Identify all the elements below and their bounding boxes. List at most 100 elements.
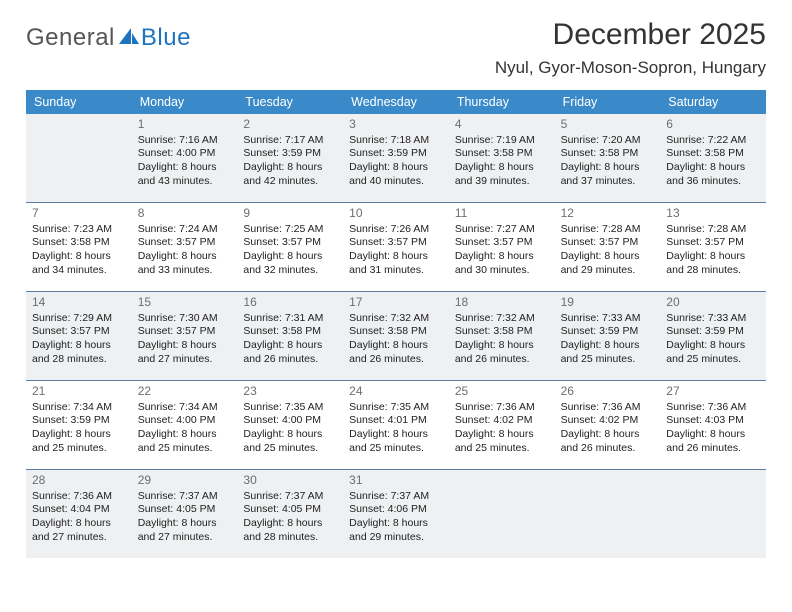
brand-part1: General [26, 24, 115, 52]
day-number: 8 [138, 206, 232, 222]
calendar-cell: 15Sunrise: 7:30 AMSunset: 3:57 PMDayligh… [132, 292, 238, 380]
sunset-text: Sunset: 3:59 PM [561, 325, 655, 339]
sunrise-text: Sunrise: 7:37 AM [349, 490, 443, 504]
sunrise-text: Sunrise: 7:25 AM [243, 223, 337, 237]
title-block: December 2025 Nyul, Gyor-Moson-Sopron, H… [495, 18, 766, 78]
sunset-text: Sunset: 3:59 PM [32, 414, 126, 428]
sunset-text: Sunset: 3:58 PM [666, 147, 760, 161]
daylight-text: Daylight: 8 hours and 28 minutes. [243, 517, 337, 544]
sunset-text: Sunset: 3:57 PM [138, 325, 232, 339]
sunrise-text: Sunrise: 7:34 AM [138, 401, 232, 415]
sunrise-text: Sunrise: 7:27 AM [455, 223, 549, 237]
daylight-text: Daylight: 8 hours and 39 minutes. [455, 161, 549, 188]
sunrise-text: Sunrise: 7:33 AM [666, 312, 760, 326]
calendar-week: 21Sunrise: 7:34 AMSunset: 3:59 PMDayligh… [26, 381, 766, 470]
daylight-text: Daylight: 8 hours and 25 minutes. [32, 428, 126, 455]
calendar-body: 1Sunrise: 7:16 AMSunset: 4:00 PMDaylight… [26, 114, 766, 558]
day-number: 12 [561, 206, 655, 222]
daylight-text: Daylight: 8 hours and 43 minutes. [138, 161, 232, 188]
calendar-cell: 21Sunrise: 7:34 AMSunset: 3:59 PMDayligh… [26, 381, 132, 469]
day-number: 1 [138, 117, 232, 133]
day-number: 11 [455, 206, 549, 222]
sunrise-text: Sunrise: 7:36 AM [32, 490, 126, 504]
day-number: 18 [455, 295, 549, 311]
sunset-text: Sunset: 3:59 PM [666, 325, 760, 339]
daylight-text: Daylight: 8 hours and 37 minutes. [561, 161, 655, 188]
calendar-cell [660, 470, 766, 558]
day-number: 14 [32, 295, 126, 311]
calendar-cell: 24Sunrise: 7:35 AMSunset: 4:01 PMDayligh… [343, 381, 449, 469]
sunset-text: Sunset: 3:58 PM [455, 147, 549, 161]
calendar-cell: 30Sunrise: 7:37 AMSunset: 4:05 PMDayligh… [237, 470, 343, 558]
sunset-text: Sunset: 4:00 PM [138, 414, 232, 428]
sunset-text: Sunset: 3:58 PM [349, 325, 443, 339]
calendar-cell: 13Sunrise: 7:28 AMSunset: 3:57 PMDayligh… [660, 203, 766, 291]
calendar-cell [555, 470, 661, 558]
sunset-text: Sunset: 4:00 PM [138, 147, 232, 161]
calendar-cell: 20Sunrise: 7:33 AMSunset: 3:59 PMDayligh… [660, 292, 766, 380]
sunset-text: Sunset: 3:59 PM [349, 147, 443, 161]
sunrise-text: Sunrise: 7:36 AM [455, 401, 549, 415]
day-number: 20 [666, 295, 760, 311]
daylight-text: Daylight: 8 hours and 34 minutes. [32, 250, 126, 277]
calendar-week: 1Sunrise: 7:16 AMSunset: 4:00 PMDaylight… [26, 114, 766, 203]
calendar-cell: 25Sunrise: 7:36 AMSunset: 4:02 PMDayligh… [449, 381, 555, 469]
sunset-text: Sunset: 3:58 PM [561, 147, 655, 161]
topbar: General Blue December 2025 Nyul, Gyor-Mo… [26, 18, 766, 78]
day-number: 3 [349, 117, 443, 133]
sunrise-text: Sunrise: 7:35 AM [349, 401, 443, 415]
sunrise-text: Sunrise: 7:37 AM [138, 490, 232, 504]
sunrise-text: Sunrise: 7:19 AM [455, 134, 549, 148]
calendar-cell: 7Sunrise: 7:23 AMSunset: 3:58 PMDaylight… [26, 203, 132, 291]
calendar-cell: 17Sunrise: 7:32 AMSunset: 3:58 PMDayligh… [343, 292, 449, 380]
sunset-text: Sunset: 3:58 PM [455, 325, 549, 339]
day-number: 6 [666, 117, 760, 133]
sunset-text: Sunset: 3:57 PM [561, 236, 655, 250]
calendar-cell: 19Sunrise: 7:33 AMSunset: 3:59 PMDayligh… [555, 292, 661, 380]
calendar-week: 28Sunrise: 7:36 AMSunset: 4:04 PMDayligh… [26, 470, 766, 558]
sunrise-text: Sunrise: 7:30 AM [138, 312, 232, 326]
day-number: 31 [349, 473, 443, 489]
month-title: December 2025 [495, 18, 766, 52]
sunset-text: Sunset: 4:02 PM [561, 414, 655, 428]
day-number: 5 [561, 117, 655, 133]
calendar-cell: 27Sunrise: 7:36 AMSunset: 4:03 PMDayligh… [660, 381, 766, 469]
calendar-cell: 28Sunrise: 7:36 AMSunset: 4:04 PMDayligh… [26, 470, 132, 558]
daylight-text: Daylight: 8 hours and 25 minutes. [561, 339, 655, 366]
daylight-text: Daylight: 8 hours and 33 minutes. [138, 250, 232, 277]
daylight-text: Daylight: 8 hours and 30 minutes. [455, 250, 549, 277]
sunrise-text: Sunrise: 7:18 AM [349, 134, 443, 148]
day-number: 9 [243, 206, 337, 222]
daylight-text: Daylight: 8 hours and 29 minutes. [561, 250, 655, 277]
day-number: 19 [561, 295, 655, 311]
calendar-cell: 26Sunrise: 7:36 AMSunset: 4:02 PMDayligh… [555, 381, 661, 469]
calendar-cell: 23Sunrise: 7:35 AMSunset: 4:00 PMDayligh… [237, 381, 343, 469]
day-number: 23 [243, 384, 337, 400]
sunrise-text: Sunrise: 7:16 AM [138, 134, 232, 148]
calendar-cell: 4Sunrise: 7:19 AMSunset: 3:58 PMDaylight… [449, 114, 555, 202]
sunrise-text: Sunrise: 7:28 AM [666, 223, 760, 237]
sunrise-text: Sunrise: 7:28 AM [561, 223, 655, 237]
sunset-text: Sunset: 4:01 PM [349, 414, 443, 428]
day-number: 28 [32, 473, 126, 489]
day-number: 25 [455, 384, 549, 400]
day-number: 4 [455, 117, 549, 133]
calendar-cell: 22Sunrise: 7:34 AMSunset: 4:00 PMDayligh… [132, 381, 238, 469]
daylight-text: Daylight: 8 hours and 27 minutes. [138, 517, 232, 544]
sunset-text: Sunset: 3:57 PM [349, 236, 443, 250]
day-number: 22 [138, 384, 232, 400]
daylight-text: Daylight: 8 hours and 26 minutes. [666, 428, 760, 455]
sunrise-text: Sunrise: 7:20 AM [561, 134, 655, 148]
sunrise-text: Sunrise: 7:22 AM [666, 134, 760, 148]
calendar-cell: 12Sunrise: 7:28 AMSunset: 3:57 PMDayligh… [555, 203, 661, 291]
calendar-cell: 8Sunrise: 7:24 AMSunset: 3:57 PMDaylight… [132, 203, 238, 291]
sunrise-text: Sunrise: 7:24 AM [138, 223, 232, 237]
daylight-text: Daylight: 8 hours and 25 minutes. [349, 428, 443, 455]
calendar-cell: 9Sunrise: 7:25 AMSunset: 3:57 PMDaylight… [237, 203, 343, 291]
calendar-cell: 16Sunrise: 7:31 AMSunset: 3:58 PMDayligh… [237, 292, 343, 380]
daylight-text: Daylight: 8 hours and 27 minutes. [138, 339, 232, 366]
brand-logo: General Blue [26, 18, 191, 52]
calendar-cell: 3Sunrise: 7:18 AMSunset: 3:59 PMDaylight… [343, 114, 449, 202]
calendar-cell: 11Sunrise: 7:27 AMSunset: 3:57 PMDayligh… [449, 203, 555, 291]
sunrise-text: Sunrise: 7:37 AM [243, 490, 337, 504]
